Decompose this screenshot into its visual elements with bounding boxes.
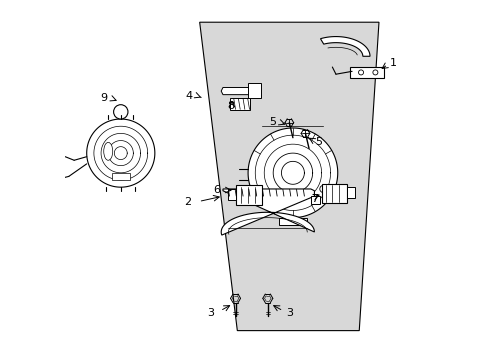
Text: 2: 2	[184, 197, 191, 207]
Polygon shape	[247, 128, 337, 218]
Text: 8: 8	[227, 101, 234, 111]
Text: 4: 4	[185, 91, 192, 101]
Polygon shape	[86, 119, 155, 187]
Polygon shape	[199, 22, 378, 330]
Text: 5: 5	[315, 137, 322, 147]
Circle shape	[113, 105, 128, 119]
Polygon shape	[221, 87, 257, 95]
Polygon shape	[349, 67, 384, 78]
Text: 3: 3	[206, 308, 214, 318]
Polygon shape	[221, 189, 314, 235]
Polygon shape	[112, 173, 129, 180]
Polygon shape	[320, 37, 369, 56]
Text: 7: 7	[310, 194, 317, 204]
Text: 6: 6	[213, 185, 220, 195]
Text: 5: 5	[268, 117, 276, 127]
Text: 9: 9	[100, 93, 107, 103]
Text: 1: 1	[389, 58, 396, 68]
Polygon shape	[278, 218, 306, 225]
Polygon shape	[310, 196, 319, 204]
Polygon shape	[227, 189, 235, 200]
Polygon shape	[230, 98, 249, 110]
Ellipse shape	[103, 142, 112, 160]
Text: 3: 3	[285, 308, 292, 318]
Circle shape	[358, 70, 363, 75]
Polygon shape	[346, 187, 354, 198]
Polygon shape	[247, 83, 260, 98]
Polygon shape	[321, 184, 346, 203]
Polygon shape	[235, 185, 262, 205]
Circle shape	[372, 70, 377, 75]
Circle shape	[319, 185, 326, 193]
